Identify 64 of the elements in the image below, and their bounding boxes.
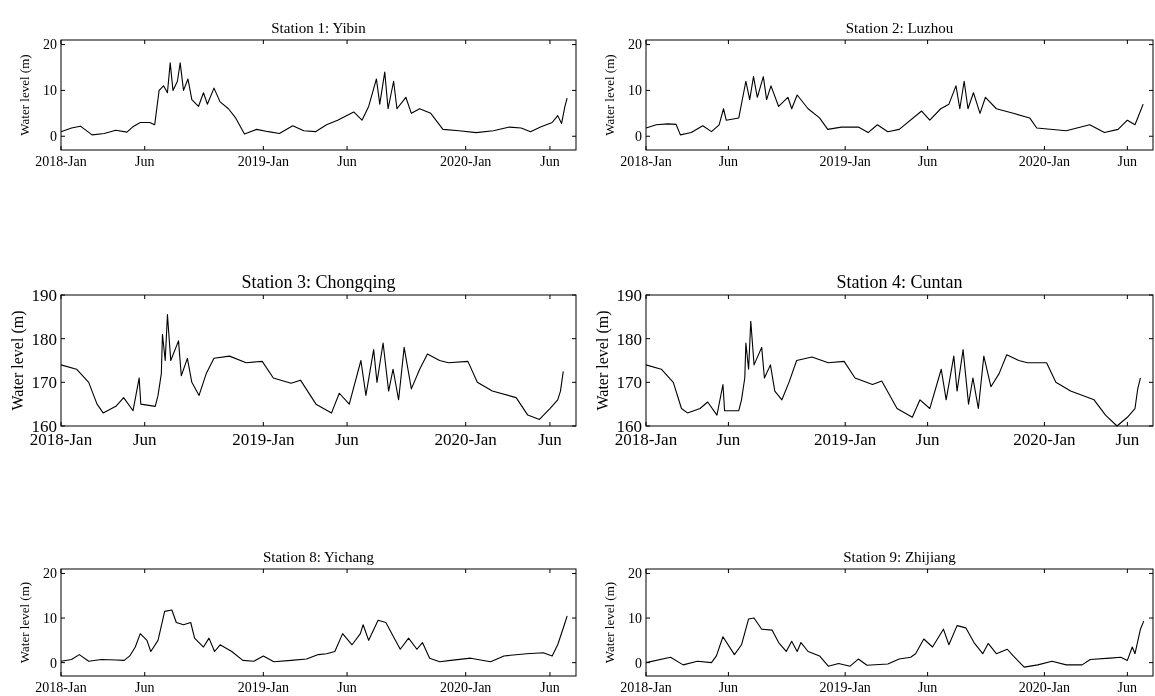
x-tick-label: 2019-Jan: [237, 680, 290, 695]
y-tick-label: 190: [616, 285, 642, 305]
y-tick-label: 20: [628, 566, 642, 582]
y-tick-label: 170: [616, 373, 642, 393]
y-tick-label: 170: [31, 373, 57, 393]
x-tick-label: 2020-Jan: [434, 430, 498, 449]
y-tick-label: 180: [31, 329, 57, 349]
x-tick-label: Jun: [538, 430, 563, 449]
x-tick-label: 2019-Jan: [819, 154, 871, 169]
y-tick-label: 10: [628, 83, 642, 99]
x-tick-label: 2020-Jan: [1018, 154, 1071, 169]
x-tick-label: 2019-Jan: [814, 430, 877, 449]
y-tick-label: 10: [43, 83, 57, 99]
x-tick-label: Jun: [134, 154, 155, 169]
x-tick-label: 2018-Jan: [620, 680, 672, 695]
x-tick-label: Jun: [915, 430, 940, 449]
x-tick-label: Jun: [335, 430, 360, 449]
y-tick-label: 0: [635, 655, 642, 671]
y-tick-label: 10: [43, 610, 57, 626]
x-tick-label: 2018-Jan: [620, 154, 672, 169]
x-tick-label: Jun: [1117, 154, 1138, 169]
x-tick-label: Jun: [540, 680, 560, 695]
x-tick-label: Jun: [917, 154, 938, 169]
x-tick-label: Jun: [716, 430, 741, 449]
y-axis-title: Water level (m): [17, 54, 32, 136]
x-tick-label: 2018-Jan: [35, 154, 87, 169]
x-tick-label: 2020-Jan: [440, 154, 492, 169]
y-tick-label: 0: [635, 129, 642, 145]
x-tick-label: Jun: [1117, 680, 1138, 695]
y-tick-label: 190: [31, 285, 57, 305]
x-tick-label: Jun: [718, 680, 739, 695]
x-tick-label: 2019-Jan: [232, 430, 295, 449]
y-tick-label: 180: [616, 329, 642, 349]
y-tick-label: 10: [628, 610, 642, 626]
y-tick-label: 20: [43, 37, 57, 53]
chart-title: Station 1: Yibin: [271, 20, 367, 36]
x-tick-label: Jun: [337, 154, 357, 169]
y-axis-title: Water level (m): [602, 54, 617, 136]
chart-title: Station 3: Chongqing: [241, 272, 396, 292]
x-tick-label: Jun: [917, 680, 938, 695]
chart-title: Station 4: Cuntan: [836, 272, 963, 292]
x-tick-label: 2020-Jan: [1018, 680, 1071, 695]
x-tick-label: 2018-Jan: [35, 680, 87, 695]
y-tick-label: 0: [50, 655, 57, 671]
x-tick-label: 2020-Jan: [440, 680, 492, 695]
chart-title: Station 9: Zhijiang: [843, 549, 957, 565]
x-tick-label: 2019-Jan: [819, 680, 871, 695]
chart-title: Station 8: Yichang: [262, 549, 375, 565]
y-axis-title: Water level (m): [9, 310, 27, 411]
y-axis-title: Water level (m): [17, 581, 32, 664]
chart-title: Station 2: Luzhou: [845, 20, 954, 36]
x-tick-label: Jun: [718, 154, 739, 169]
x-tick-label: Jun: [540, 154, 560, 169]
y-axis-title: Water level (m): [602, 581, 617, 664]
y-axis-title: Water level (m): [594, 310, 612, 411]
x-tick-label: Jun: [132, 430, 158, 449]
x-tick-label: 2020-Jan: [1013, 430, 1077, 449]
y-tick-label: 20: [43, 566, 57, 582]
x-tick-label: Jun: [134, 680, 155, 695]
x-tick-label: Jun: [337, 680, 357, 695]
x-tick-label: 2019-Jan: [237, 154, 290, 169]
y-tick-label: 20: [628, 37, 642, 53]
y-tick-label: 0: [50, 129, 57, 145]
x-tick-label: Jun: [1115, 430, 1140, 449]
